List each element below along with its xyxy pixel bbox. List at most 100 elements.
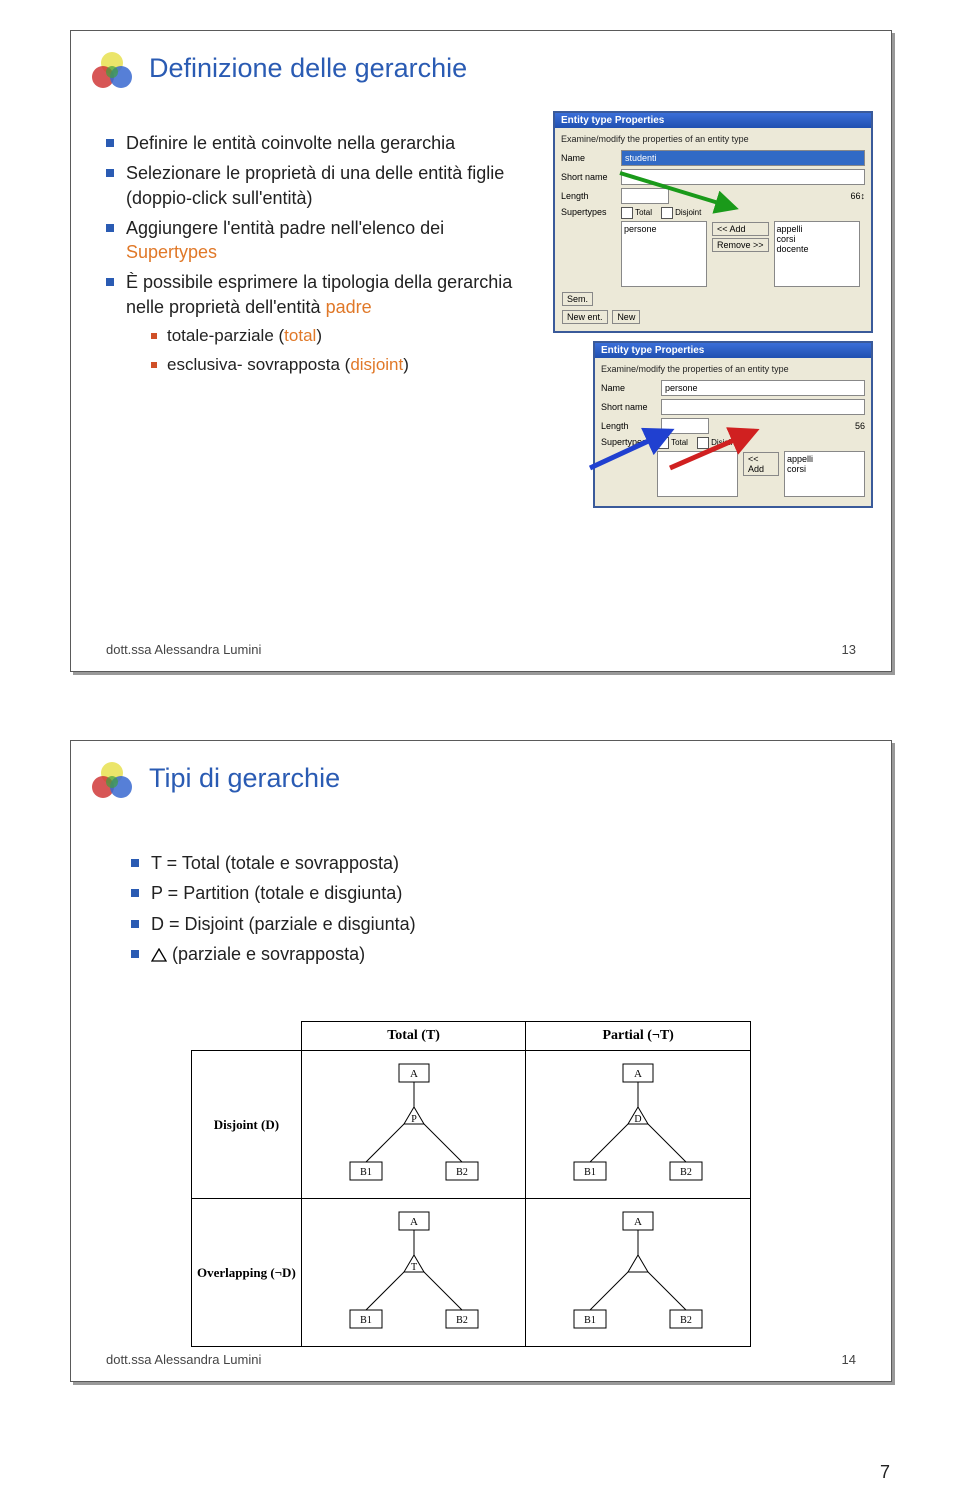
sub-bullet-text: esclusiva- sovrapposta (disjoint) (167, 354, 409, 377)
svg-text:A: A (634, 1068, 642, 1080)
svg-text:P: P (411, 1114, 417, 1125)
add-button[interactable]: << Add (743, 452, 779, 476)
bullet-text: È possibile esprimere la tipologia della… (126, 270, 536, 319)
field-label: Short name (561, 172, 621, 182)
cell-partial-overlapping: A B1 B2 (526, 1199, 751, 1347)
length-input[interactable] (621, 188, 669, 204)
length-input[interactable] (661, 418, 709, 434)
field-label: Supertypes (601, 437, 657, 447)
footer-slide-number: 14 (842, 1352, 856, 1367)
svg-text:B2: B2 (456, 1315, 468, 1326)
slide-2: Tipi di gerarchie T = Total (totale e so… (70, 740, 892, 1382)
bullet-text: Definire le entità coinvolte nella gerar… (126, 131, 455, 155)
newent-button[interactable]: New ent. (562, 310, 608, 324)
length-display: 66↕ (850, 191, 865, 201)
sub-bullet-icon (151, 333, 157, 339)
dialog-window-1: Entity type Properties Examine/modify th… (553, 111, 873, 333)
bullet-icon (106, 139, 114, 147)
svg-text:A: A (410, 1216, 418, 1228)
supertypes-listbox-right[interactable]: appelli corsi (784, 451, 865, 497)
tree-diagram: T A B1 B2 (304, 1200, 524, 1340)
cell-partial-disjoint: D A B1 B2 (526, 1051, 751, 1199)
window-subtitle: Examine/modify the properties of an enti… (561, 134, 865, 144)
new-button[interactable]: New (612, 310, 640, 324)
sub-bullet-text: totale-parziale (total) (167, 325, 322, 348)
logo-icon (89, 49, 135, 95)
field-label: Length (601, 421, 661, 431)
bullet-list: Definire le entità coinvolte nella gerar… (106, 131, 536, 383)
disjoint-checkbox[interactable] (697, 437, 709, 449)
window-titlebar: Entity type Properties (595, 343, 871, 358)
supertypes-listbox-left[interactable]: persone (621, 221, 707, 287)
field-label: Supertypes (561, 207, 621, 217)
svg-text:A: A (634, 1216, 642, 1228)
add-button[interactable]: << Add (712, 222, 769, 236)
bullet-list: T = Total (totale e sovrapposta) P = Par… (131, 851, 831, 972)
logo-icon (89, 759, 135, 805)
slide-title: Tipi di gerarchie (149, 763, 340, 794)
disjoint-checkbox[interactable] (661, 207, 673, 219)
col-header: Total (T) (301, 1022, 526, 1051)
page-number: 7 (880, 1462, 890, 1483)
window-subtitle: Examine/modify the properties of an enti… (601, 364, 865, 374)
shortname-input[interactable] (661, 399, 865, 415)
row-header: Disjoint (D) (192, 1051, 302, 1199)
tree-diagram: P A B1 B2 (304, 1052, 524, 1192)
slide-1: Definizione delle gerarchie Definire le … (70, 30, 892, 672)
slide-footer: dott.ssa Alessandra Lumini 14 (106, 1352, 856, 1367)
footer-author: dott.ssa Alessandra Lumini (106, 642, 261, 657)
bullet-text: (parziale e sovrapposta) (151, 942, 365, 966)
bullet-text: P = Partition (totale e disgiunta) (151, 881, 402, 905)
svg-text:D: D (635, 1114, 642, 1125)
tree-diagram: A B1 B2 (528, 1200, 748, 1340)
bullet-icon (106, 224, 114, 232)
col-header: Partial (¬T) (526, 1022, 751, 1051)
bullet-text: D = Disjoint (parziale e disgiunta) (151, 912, 416, 936)
field-label: Name (561, 153, 621, 163)
bullet-icon (106, 169, 114, 177)
supertypes-listbox-left[interactable] (657, 451, 738, 497)
sem-button[interactable]: Sem. (562, 292, 593, 306)
name-input[interactable]: persone (661, 380, 865, 396)
footer-author: dott.ssa Alessandra Lumini (106, 1352, 261, 1367)
bullet-icon (131, 859, 139, 867)
bullet-icon (131, 920, 139, 928)
triangle-icon (151, 948, 167, 962)
bullet-icon (131, 889, 139, 897)
svg-text:A: A (410, 1068, 418, 1080)
window-titlebar: Entity type Properties (555, 113, 871, 128)
bullet-text: T = Total (totale e sovrapposta) (151, 851, 399, 875)
supertypes-listbox-right[interactable]: appelli corsi docente (774, 221, 860, 287)
field-label: Name (601, 383, 661, 393)
svg-text:B1: B1 (360, 1315, 372, 1326)
screenshot-group: Entity type Properties Examine/modify th… (553, 111, 873, 516)
field-label: Short name (601, 402, 661, 412)
bullet-text: Selezionare le proprietà di una delle en… (126, 161, 536, 210)
svg-text:B1: B1 (584, 1315, 596, 1326)
shortname-input[interactable] (621, 169, 865, 185)
svg-text:B2: B2 (680, 1315, 692, 1326)
svg-text:T: T (411, 1262, 417, 1273)
total-checkbox[interactable] (657, 437, 669, 449)
total-checkbox[interactable] (621, 207, 633, 219)
svg-text:B1: B1 (584, 1167, 596, 1178)
length-display: 56 (855, 421, 865, 431)
remove-button[interactable]: Remove >> (712, 238, 769, 252)
slide-footer: dott.ssa Alessandra Lumini 13 (106, 642, 856, 657)
dialog-window-2: Entity type Properties Examine/modify th… (593, 341, 873, 508)
cell-total-disjoint: P A B1 B2 (301, 1051, 526, 1199)
bullet-icon (131, 950, 139, 958)
cell-total-overlapping: T A B1 B2 (301, 1199, 526, 1347)
sub-bullet-icon (151, 362, 157, 368)
svg-text:B2: B2 (456, 1167, 468, 1178)
row-header: Overlapping (¬D) (192, 1199, 302, 1347)
footer-slide-number: 13 (842, 642, 856, 657)
bullet-icon (106, 278, 114, 286)
bullet-text: Aggiungere l'entità padre nell'elenco de… (126, 216, 536, 265)
tree-diagram: D A B1 B2 (528, 1052, 748, 1192)
field-label: Length (561, 191, 621, 201)
hierarchy-type-table: Total (T) Partial (¬T) Disjoint (D) P A (191, 1021, 751, 1347)
slide-title: Definizione delle gerarchie (149, 53, 467, 84)
name-input[interactable]: studenti (621, 150, 865, 166)
svg-text:B2: B2 (680, 1167, 692, 1178)
